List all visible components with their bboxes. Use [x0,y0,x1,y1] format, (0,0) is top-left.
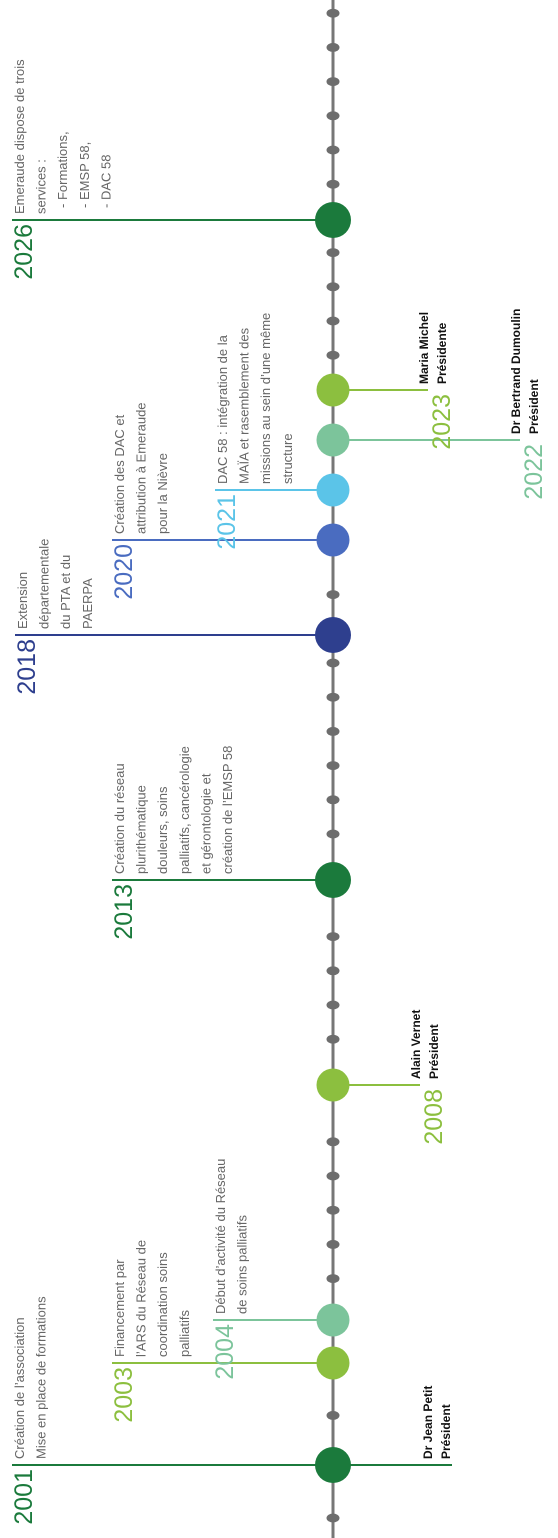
milestone-circle [316,373,350,407]
milestone-circle [316,1346,350,1380]
year: 2008 [420,1089,448,1145]
axis-dot [326,1513,340,1523]
description-line: Mise en place de formations [34,1296,49,1459]
description-line: Création des DAC et [112,414,127,534]
description-line: douleurs, soins [155,786,170,874]
description-line: DAC 58 : intégration de la [215,334,230,484]
year: 2003 [110,1367,138,1423]
axis-dot [326,1137,340,1147]
axis-dot [326,1171,340,1181]
axis-dot [326,1410,340,1420]
description-line: plurithématique [134,785,149,874]
description-line: départementale [37,539,52,629]
description-line: PAERPA [80,578,95,629]
axis-dot [326,590,340,600]
president-name: Alain Vernet [409,1010,423,1079]
president-title: Président [439,1404,453,1459]
axis-dot [326,1274,340,1284]
description-line: Début d’activité du Réseau [213,1159,228,1314]
milestone-circle [315,202,351,238]
president-name: Dr Bertrand Dumoulin [509,309,523,434]
axis-dot [326,8,340,18]
description-line: palliatifs [177,1310,192,1357]
description-line: Emeraude dispose de trois [12,59,27,214]
axis-dot [326,1205,340,1215]
milestone-circle [315,862,351,898]
president-name: Dr Jean Petit [421,1386,435,1459]
milestone-circle [316,473,350,507]
year: 2001 [10,1469,38,1525]
president-title: Président [527,379,541,434]
axis-dot [326,350,340,360]
year: 2023 [428,394,456,450]
axis-dot [326,1000,340,1010]
axis-dot [326,932,340,942]
axis-dot [326,966,340,976]
axis-dot [326,761,340,771]
description-line: - DAC 58 [98,155,113,208]
president-title: Président [427,1024,441,1079]
president-name: Maria Michel [417,312,431,384]
axis-dot [326,282,340,292]
description-line: de soins palliatifs [235,1215,250,1314]
axis-dot [326,1034,340,1044]
description-line: création de l’EMSP 58 [220,746,235,874]
axis-dot [326,179,340,189]
axis-dot [326,795,340,805]
year: 2004 [211,1324,239,1380]
year: 2018 [13,639,41,695]
description-line: du PTA et du [58,555,73,629]
milestone-circle [316,423,350,457]
axis-dot [326,658,340,668]
rotated-timeline: 2001 Création de l’association Mise en pla… [10,0,548,1538]
description-line: coordination soins [155,1252,170,1357]
description-line: - EMSP 58, [77,142,92,208]
description-line: Extension [15,572,30,629]
axis-dot [326,1239,340,1249]
description-line: palliatifs, cancérologie [177,746,192,874]
axis-dot [326,726,340,736]
axis-dot [326,111,340,121]
milestone-circle [315,617,351,653]
milestone-circle [316,1303,350,1337]
description-line: missions au sein d’une même [258,313,273,484]
axis-dot [326,145,340,155]
president-title: Présidente [435,322,449,384]
axis-dot [326,316,340,326]
description-line: Financement par [112,1259,127,1357]
axis-dot [326,829,340,839]
description-line: et gérontologie et [198,773,213,874]
milestone-circle [316,1068,350,1102]
description-line: l’ARS du Réseau de [134,1240,149,1357]
year: 2013 [110,884,138,940]
milestone-circle [315,1447,351,1483]
year: 2026 [10,224,38,280]
description-line: structure [280,433,295,484]
year: 2020 [110,544,138,600]
milestone-circle [316,523,350,557]
axis-dot [326,42,340,52]
year: 2022 [520,444,548,500]
description-line: attribution à Emeraude [134,402,149,534]
axis-dot [326,692,340,702]
description-line: Création de l’association [12,1317,27,1459]
description-line: pour la Nièvre [155,453,170,534]
description-line: Création du réseau [112,763,127,874]
year: 2021 [213,494,241,550]
description-line: services : [34,159,49,214]
description-line: - Formations, [55,131,70,208]
axis-dot [326,248,340,258]
axis-dot [326,77,340,87]
description-line: MAÏA et rasemblement des [237,327,252,484]
